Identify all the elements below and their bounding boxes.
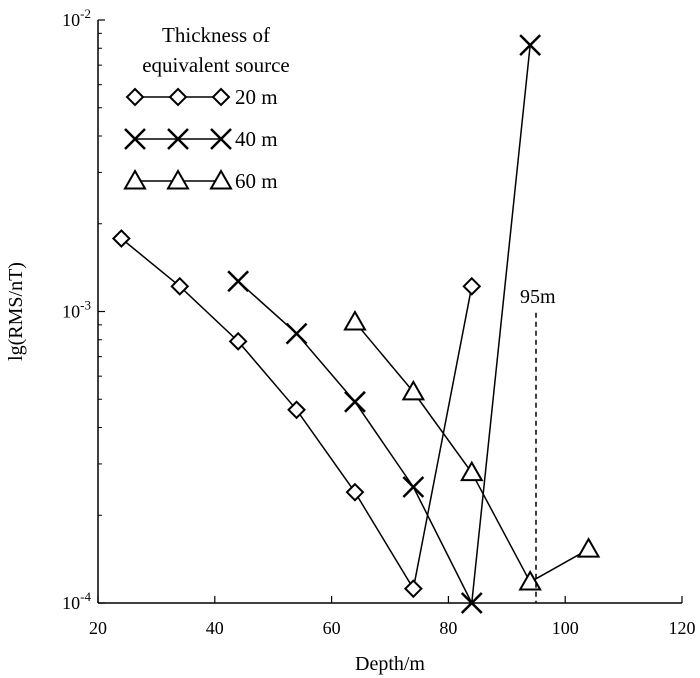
data-point-20m xyxy=(287,400,306,420)
x-tick-label: 20 xyxy=(89,618,107,638)
legend-marker xyxy=(168,87,188,107)
data-point-20m xyxy=(345,482,365,502)
y-axis-title: lg(RMS/nT) xyxy=(5,262,27,361)
legend-label: 20 m xyxy=(235,85,278,109)
annotation-layer: 95m xyxy=(520,286,556,603)
legend-label: 60 m xyxy=(235,169,278,193)
series-line-40m xyxy=(237,45,531,606)
data-point-40m xyxy=(344,390,366,413)
data-point-20m xyxy=(170,276,190,296)
data-point-40m xyxy=(402,476,425,498)
y-tick-label: 10-2 xyxy=(62,6,91,30)
data-point-40m xyxy=(227,270,250,293)
legend-marker xyxy=(166,168,190,190)
series-layer xyxy=(111,34,601,614)
legend-label: 40 m xyxy=(235,127,278,151)
data-point-60m xyxy=(576,537,601,558)
data-point-60m xyxy=(343,310,367,331)
x-tick-label: 120 xyxy=(669,618,696,638)
x-tick-label: 100 xyxy=(552,618,579,638)
legend-marker xyxy=(125,87,145,107)
data-point-40m xyxy=(519,34,542,57)
data-point-20m xyxy=(403,579,423,599)
plot-axes: 20 40 60 80 100 120 10-2 10-3 10-4 Depth/m lg(RMS/… xyxy=(5,6,696,675)
data-point-40m xyxy=(460,592,483,614)
legend-title-line: Thickness of xyxy=(162,23,270,47)
data-point-40m xyxy=(285,322,308,345)
legend-marker xyxy=(124,128,146,150)
data-point-20m xyxy=(111,229,131,248)
data-point-20m xyxy=(228,331,248,351)
data-point-20m xyxy=(462,276,482,296)
x-axis-title: Depth/m xyxy=(355,653,425,675)
data-point-60m xyxy=(401,379,426,401)
annotation-label: 95m xyxy=(520,286,556,308)
y-tick-label: 10-4 xyxy=(62,589,91,613)
legend-marker xyxy=(123,168,147,190)
data-point-60m xyxy=(460,460,484,482)
legend-marker xyxy=(167,128,189,150)
data-point-60m xyxy=(518,570,542,591)
x-tick-label: 60 xyxy=(323,618,341,638)
legend-title-line: equivalent source xyxy=(142,53,290,77)
legend-marker xyxy=(209,168,233,190)
x-tick-label: 40 xyxy=(206,618,224,638)
legend-marker xyxy=(210,128,232,150)
y-tick-label: 10-3 xyxy=(62,298,91,322)
x-tick-label: 80 xyxy=(439,618,457,638)
legend: Thickness of equivalent source 20 m 40 m 60 … xyxy=(123,23,290,193)
legend-marker xyxy=(211,87,231,107)
